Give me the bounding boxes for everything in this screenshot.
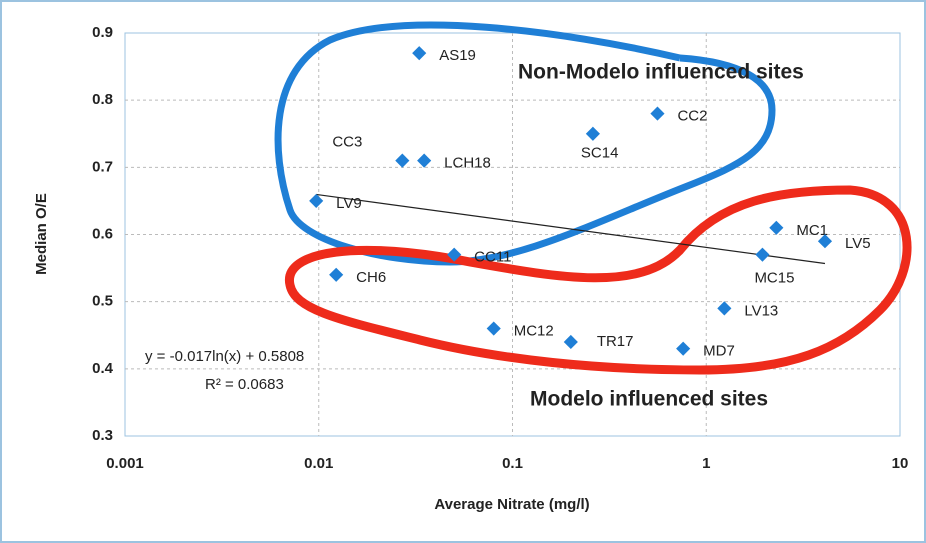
modelo-outline: [285, 185, 912, 375]
point: [329, 267, 344, 282]
y-tick-label: 0.7: [92, 158, 113, 175]
point: [817, 234, 833, 249]
x-tick-label: 10: [892, 455, 909, 472]
y-tick-label: 0.9: [92, 24, 113, 41]
point: [395, 153, 410, 168]
point-label: CC2: [677, 108, 707, 125]
point: [755, 247, 770, 262]
y-tick-label: 0.8: [92, 91, 113, 108]
point-label: SC14: [581, 145, 619, 162]
point-label: LV9: [336, 195, 362, 212]
point-label: MC15: [754, 270, 794, 287]
x-tick-label: 1: [702, 455, 710, 472]
point-label: LV5: [845, 235, 871, 252]
point: [769, 220, 784, 235]
non-modelo-outline: [274, 21, 776, 266]
trend-r2: R² = 0.0683: [205, 376, 284, 393]
x-tick-label: 0.001: [106, 455, 144, 472]
y-tick-label: 0.6: [92, 225, 113, 242]
point: [417, 153, 432, 168]
point-label: MC1: [796, 222, 828, 239]
point: [563, 334, 578, 350]
y-tick-label: 0.4: [92, 360, 114, 377]
point: [486, 321, 501, 336]
trend-equation: y = -0.017ln(x) + 0.5808: [145, 348, 304, 365]
y-tick-label: 0.3: [92, 427, 113, 444]
point-label: CH6: [356, 269, 386, 286]
point: [676, 341, 691, 356]
annotation: Non-Modelo influenced sites: [518, 61, 804, 84]
point-label: CC3: [332, 134, 362, 151]
point-label: CC11: [474, 249, 511, 266]
point-label: LCH18: [444, 155, 491, 172]
y-tick-label: 0.5: [92, 293, 113, 310]
point-label: AS19: [439, 47, 476, 64]
point: [412, 46, 427, 61]
trendline: [316, 193, 826, 265]
point-label: LV13: [744, 302, 778, 319]
point-label: TR17: [597, 333, 634, 350]
x-tick-label: 0.1: [502, 455, 523, 472]
point-label: MD7: [703, 343, 735, 360]
y-axis-label: Median O/E: [33, 193, 50, 275]
point: [585, 126, 600, 141]
point-label: MC12: [514, 323, 554, 340]
grid: [125, 33, 900, 436]
x-axis-label: Average Nitrate (mg/l): [434, 496, 589, 513]
point: [717, 301, 732, 316]
point: [447, 247, 462, 262]
x-tick-label: 0.01: [304, 455, 333, 472]
point: [309, 193, 324, 208]
point: [650, 106, 665, 121]
annotation: Modelo influenced sites: [530, 388, 768, 411]
